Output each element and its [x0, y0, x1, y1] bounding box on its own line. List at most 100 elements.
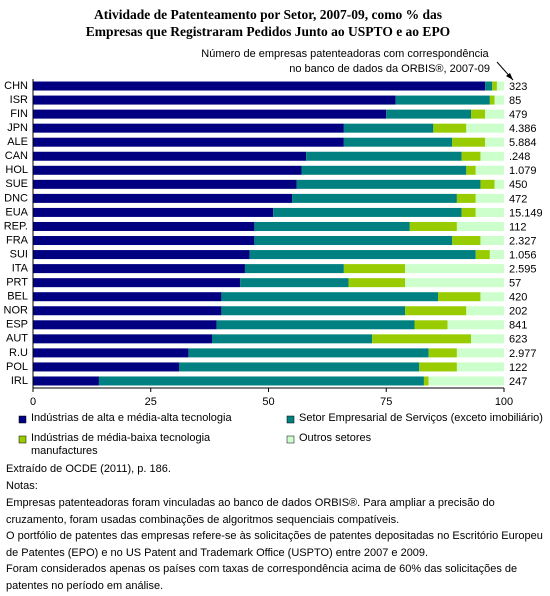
notes-label: Notas: — [6, 480, 38, 492]
bar-segment — [33, 236, 255, 246]
note: patentes no período em análise. — [6, 579, 164, 592]
y-tick-label: SUE — [5, 178, 28, 190]
count-label: 4.386 — [509, 123, 537, 135]
count-label: 841 — [509, 320, 527, 332]
bar-segment — [414, 320, 448, 330]
legend-label: Outros setores — [299, 432, 372, 444]
bar-segment — [33, 165, 302, 175]
y-tick-label: PRT — [6, 277, 28, 289]
x-tick-label: 25 — [145, 396, 157, 408]
bar-segment — [33, 179, 297, 189]
y-tick-label: FIN — [10, 108, 28, 120]
bar-segment — [211, 334, 373, 344]
bar-segment — [492, 81, 497, 91]
legend-swatch — [18, 435, 27, 444]
bar-segment — [296, 179, 481, 189]
bar-segment — [33, 264, 245, 274]
y-tick-label: ITA — [12, 263, 29, 275]
bar-segment — [33, 207, 274, 217]
y-tick-label: R.U — [9, 347, 28, 359]
bar-segment — [179, 362, 420, 372]
bar-segment — [240, 278, 349, 288]
bar-segment — [395, 95, 490, 105]
bar-segment — [447, 320, 504, 330]
bar-segment — [306, 151, 462, 161]
note: Foram considerados apenas os países com … — [6, 563, 518, 575]
count-label: 85 — [509, 95, 521, 107]
count-label: 247 — [509, 376, 527, 388]
bar-segment — [466, 306, 504, 316]
bar-segment — [244, 264, 344, 274]
bar-segment — [419, 362, 457, 372]
bar-segment — [475, 165, 504, 175]
y-tick-label: JPN — [7, 122, 28, 134]
y-tick-label: ESP — [6, 319, 28, 331]
count-label: 5.884 — [509, 137, 537, 149]
count-label: 1.056 — [509, 249, 537, 261]
bar-segment — [494, 179, 504, 189]
bar-segment — [428, 348, 457, 358]
x-tick-label: 100 — [495, 396, 513, 408]
y-tick-label: AUT — [6, 333, 28, 345]
bar-segment — [343, 123, 434, 133]
bar-segment — [33, 306, 222, 316]
bar-segment — [485, 109, 504, 119]
bar-segment — [494, 95, 504, 105]
count-label: 450 — [509, 179, 527, 191]
bar-segment — [98, 376, 424, 386]
bar-segment — [489, 250, 504, 260]
bar-segment — [301, 165, 467, 175]
bar-segment — [33, 320, 217, 330]
source: Extraído de OCDE (2011), p. 186. — [6, 463, 171, 475]
y-tick-label: EUA — [5, 206, 28, 218]
bar-segment — [188, 348, 429, 358]
bar-segment — [475, 250, 490, 260]
bar-segment — [372, 334, 472, 344]
count-label: 57 — [509, 278, 521, 290]
bar-segment — [496, 81, 504, 91]
bar-segment — [433, 123, 467, 133]
y-tick-label: ALE — [7, 136, 28, 148]
count-label: 472 — [509, 193, 527, 205]
bar-segment — [466, 123, 504, 133]
bar-segment — [249, 250, 476, 260]
bar-segment — [33, 193, 293, 203]
y-tick-label: POL — [6, 361, 28, 373]
bar-segment — [33, 278, 241, 288]
bar-segment — [461, 151, 481, 161]
y-tick-label: REP. — [4, 220, 28, 232]
y-tick-label: BEL — [7, 291, 28, 303]
bar-segment — [33, 348, 189, 358]
bar-segment — [485, 81, 493, 91]
bar-segment — [405, 306, 467, 316]
count-label: 1.079 — [509, 165, 537, 177]
bar-segment — [33, 362, 180, 372]
bar-segment — [254, 221, 410, 231]
y-tick-label: IRL — [11, 375, 28, 387]
count-label: 2.977 — [509, 348, 537, 360]
bar-segment — [292, 193, 457, 203]
y-tick-label: DNC — [4, 192, 28, 204]
y-tick-label: CHN — [4, 80, 28, 92]
legend-label: Setor Empresarial de Serviços (exceto im… — [299, 412, 543, 424]
count-label: .248 — [509, 151, 530, 163]
bar-segment — [456, 362, 504, 372]
bar-segment — [485, 137, 504, 147]
legend-label: Indústrias de média-baixa tecnologia man… — [31, 432, 211, 457]
bar-segment — [221, 292, 439, 302]
bar-segment — [405, 264, 504, 274]
legend-swatch — [286, 435, 295, 444]
count-label: 112 — [509, 221, 527, 233]
bar-segment — [456, 193, 476, 203]
annotation: no banco de dados da ORBIS®, 2007-09 — [289, 63, 490, 75]
note: Empresas patenteadoras foram vinculadas … — [6, 497, 495, 509]
note: O portfólio de patentes das empresas ref… — [6, 530, 543, 542]
bar-segment — [475, 193, 504, 203]
count-label: 623 — [509, 334, 527, 346]
bar-segment — [33, 250, 250, 260]
bar-segment — [461, 207, 476, 217]
x-tick-label: 75 — [380, 396, 392, 408]
bar-segment — [405, 278, 504, 288]
